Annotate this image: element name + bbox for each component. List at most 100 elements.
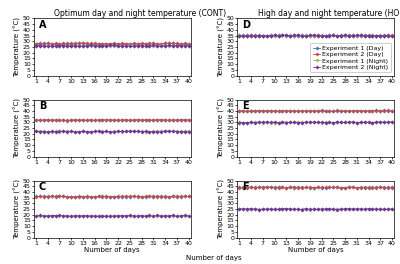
Experiment 1 (Day) xyxy=(257,34,262,37)
Experiment 2 (Day) xyxy=(53,119,58,122)
Experiment 1 (Night) xyxy=(300,34,304,37)
Experiment 1 (Day) xyxy=(69,42,74,45)
Experiment 1 (Night) xyxy=(315,208,320,211)
Experiment 1 (Night) xyxy=(260,121,265,124)
Experiment 2 (Day) xyxy=(264,185,269,188)
Experiment 1 (Day) xyxy=(84,42,89,45)
Y-axis label: Temperature (°C): Temperature (°C) xyxy=(14,17,22,77)
Experiment 2 (Day) xyxy=(135,42,140,45)
Experiment 2 (Night) xyxy=(296,121,300,124)
Experiment 2 (Night) xyxy=(155,214,160,217)
Experiment 1 (Day) xyxy=(104,118,109,121)
Experiment 1 (Day) xyxy=(131,195,136,198)
Experiment 2 (Night) xyxy=(112,215,117,218)
Experiment 2 (Night) xyxy=(163,129,168,133)
Text: F: F xyxy=(242,182,249,192)
Experiment 1 (Night) xyxy=(347,34,352,37)
Experiment 1 (Night) xyxy=(186,130,191,133)
Experiment 2 (Night) xyxy=(237,121,242,124)
Experiment 1 (Night) xyxy=(350,121,355,124)
Experiment 2 (Day) xyxy=(386,34,390,37)
Experiment 2 (Day) xyxy=(319,186,324,189)
Experiment 1 (Day) xyxy=(311,109,316,112)
Experiment 1 (Night) xyxy=(84,130,89,133)
Experiment 1 (Night) xyxy=(159,214,164,217)
Experiment 1 (Day) xyxy=(100,195,105,198)
Experiment 1 (Day) xyxy=(292,109,297,112)
Experiment 1 (Day) xyxy=(315,110,320,113)
Experiment 1 (Night) xyxy=(96,215,101,218)
Experiment 2 (Night) xyxy=(245,207,250,210)
Experiment 1 (Night) xyxy=(253,207,258,210)
Experiment 1 (Day) xyxy=(135,195,140,198)
Experiment 2 (Night) xyxy=(257,121,262,124)
Experiment 1 (Night) xyxy=(358,34,363,37)
Experiment 2 (Day) xyxy=(45,195,50,198)
Experiment 1 (Day) xyxy=(100,119,105,122)
Experiment 2 (Night) xyxy=(386,34,390,37)
Experiment 1 (Day) xyxy=(65,42,70,45)
Experiment 1 (Night) xyxy=(245,34,250,37)
Experiment 2 (Day) xyxy=(390,34,394,37)
Experiment 2 (Night) xyxy=(339,34,344,37)
Experiment 1 (Day) xyxy=(182,195,187,198)
Experiment 2 (Night) xyxy=(143,45,148,48)
Experiment 2 (Day) xyxy=(343,186,348,189)
Experiment 2 (Day) xyxy=(260,34,265,37)
Experiment 2 (Day) xyxy=(362,34,367,37)
Line: Experiment 2 (Night): Experiment 2 (Night) xyxy=(238,208,393,211)
Experiment 1 (Night) xyxy=(84,214,89,218)
Experiment 1 (Night) xyxy=(53,214,58,217)
Text: High day and night temperature (HONT): High day and night temperature (HONT) xyxy=(258,9,400,18)
Experiment 2 (Night) xyxy=(178,44,183,47)
Experiment 2 (Day) xyxy=(80,42,85,45)
Experiment 1 (Day) xyxy=(96,118,101,121)
Experiment 1 (Day) xyxy=(288,34,293,37)
Experiment 2 (Day) xyxy=(108,195,113,198)
Experiment 2 (Night) xyxy=(38,44,42,47)
Experiment 2 (Night) xyxy=(374,34,379,37)
Experiment 1 (Day) xyxy=(253,110,258,113)
Experiment 1 (Day) xyxy=(249,34,254,37)
Experiment 1 (Day) xyxy=(61,195,66,198)
Experiment 2 (Night) xyxy=(65,214,70,218)
Experiment 2 (Night) xyxy=(49,214,54,217)
Experiment 1 (Night) xyxy=(53,129,58,133)
Experiment 2 (Day) xyxy=(276,186,281,189)
Experiment 1 (Day) xyxy=(249,110,254,113)
Experiment 2 (Day) xyxy=(304,34,308,37)
Experiment 1 (Night) xyxy=(174,44,179,47)
Experiment 2 (Day) xyxy=(108,118,113,121)
Experiment 2 (Day) xyxy=(139,42,144,45)
Experiment 1 (Day) xyxy=(323,109,328,112)
Experiment 1 (Night) xyxy=(292,207,297,210)
Experiment 2 (Day) xyxy=(159,43,164,46)
Experiment 1 (Night) xyxy=(343,208,348,211)
Experiment 1 (Day) xyxy=(331,34,336,37)
Experiment 2 (Night) xyxy=(347,34,352,37)
Experiment 1 (Day) xyxy=(296,186,300,189)
Experiment 1 (Day) xyxy=(159,43,164,46)
Experiment 2 (Night) xyxy=(284,207,289,210)
Experiment 2 (Night) xyxy=(249,34,254,37)
Experiment 1 (Day) xyxy=(343,110,348,113)
Experiment 1 (Night) xyxy=(170,214,175,217)
Experiment 2 (Night) xyxy=(288,208,293,211)
Experiment 1 (Night) xyxy=(73,130,78,133)
Experiment 2 (Day) xyxy=(288,110,293,113)
Experiment 1 (Night) xyxy=(315,121,320,124)
Experiment 1 (Night) xyxy=(41,214,46,218)
Experiment 1 (Night) xyxy=(292,121,297,124)
Experiment 1 (Day) xyxy=(350,110,355,113)
Experiment 2 (Day) xyxy=(139,195,144,198)
Experiment 2 (Day) xyxy=(143,43,148,46)
Experiment 2 (Night) xyxy=(57,130,62,133)
Experiment 2 (Day) xyxy=(120,195,124,198)
Experiment 1 (Night) xyxy=(147,130,152,133)
Experiment 1 (Day) xyxy=(378,110,383,113)
Experiment 1 (Night) xyxy=(124,130,128,133)
Experiment 2 (Night) xyxy=(300,34,304,37)
Experiment 2 (Night) xyxy=(366,121,371,124)
Experiment 1 (Night) xyxy=(104,45,109,48)
Experiment 1 (Night) xyxy=(343,34,348,37)
